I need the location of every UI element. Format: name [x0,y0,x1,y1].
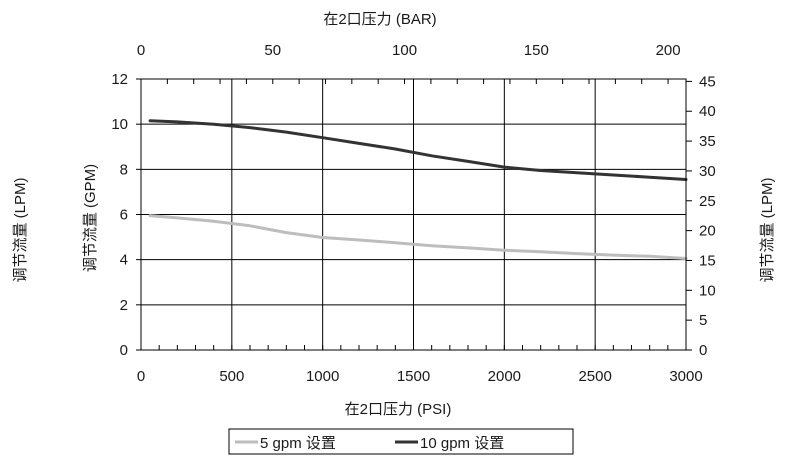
y-right-tick-label: 20 [699,223,716,240]
outer-left-axis-title: 调节流量 (LPM) [12,177,29,282]
series-line-5gpm [148,214,688,260]
x-top-tick-label: 200 [656,42,681,59]
x-bottom-tick-label: 1500 [397,368,430,385]
legend-label-5gpm: 5 gpm 设置 [260,435,336,452]
x-bottom-tick-label: 3000 [669,368,702,385]
series-layer [148,119,688,260]
series-line-10gpm [148,119,688,181]
y-left-tick-label: 6 [120,207,128,224]
y-right-tick-label: 35 [699,133,716,150]
x-bottom-tick-label: 2500 [578,368,611,385]
x-top-tick-label: 50 [264,42,281,59]
x-bottom-tick-label: 2000 [488,368,521,385]
x-bottom-tick-label: 1000 [306,368,339,385]
y-left-tick-label: 8 [120,161,128,178]
y-right-tick-label: 45 [699,73,716,90]
x-bottom-tick-label: 0 [137,368,145,385]
y-right-tick-label: 10 [699,282,716,299]
y-right-tick-label: 15 [699,252,716,269]
y-left-tick-label: 0 [120,342,128,359]
legend-label-10gpm: 10 gpm 设置 [420,435,504,452]
y-right-tick-label: 25 [699,193,716,210]
x-bottom-axis-title: 在2口压力 (PSI) [345,401,452,418]
y-right-axis-title: 调节流量 (LPM) [759,177,776,282]
y-right-tick-label: 0 [699,342,707,359]
x-top-tick-label: 0 [137,42,145,59]
y-left-tick-label: 2 [120,297,128,314]
x-top-tick-label: 150 [524,42,549,59]
x-top-axis-title: 在2口压力 (BAR) [323,11,436,28]
y-left-tick-label: 10 [111,116,128,133]
y-right-tick-label: 30 [699,163,716,180]
y-right-tick-label: 5 [699,312,707,329]
y-right-tick-label: 40 [699,103,716,120]
x-bottom-tick-label: 500 [219,368,244,385]
y-left-tick-label: 12 [111,71,128,88]
x-top-tick-label: 100 [392,42,417,59]
y-left-tick-label: 4 [120,252,128,269]
y-left-axis-title: 调节流量 (GPM) [82,164,99,272]
legend: 5 gpm 设置 10 gpm 设置 [228,428,574,455]
